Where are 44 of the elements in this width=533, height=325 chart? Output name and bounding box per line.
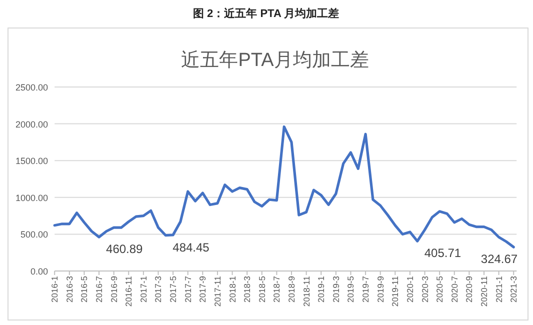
x-tick-label: 2019-3 (330, 276, 341, 302)
data-label: 405.71 (424, 246, 462, 260)
x-tick-label: 2016-9 (108, 276, 119, 302)
x-tick-label: 2017-5 (168, 276, 178, 302)
x-tick-label: 2019-1 (316, 276, 326, 302)
caption: 图 2：近五年 PTA 月均加工差 (192, 7, 340, 20)
y-tick-label: 1000.00 (15, 192, 48, 203)
data-label: 484.45 (172, 240, 210, 254)
y-tick-label: 1500.00 (15, 156, 48, 166)
x-tick-label: 2016-1 (50, 276, 60, 302)
x-tick-label: 2017-1 (138, 276, 148, 302)
x-tick-label: 2020-11 (478, 276, 489, 307)
x-tick-label: 2018-3 (242, 276, 252, 302)
x-tick-label: 2017-7 (182, 276, 193, 302)
x-tick-label: 2020-9 (464, 276, 474, 302)
data-label: 324.67 (480, 252, 518, 266)
y-tick-label: 2000.00 (15, 119, 48, 130)
x-tick-label: 2020-7 (449, 276, 460, 302)
x-tick-label: 2018-7 (272, 276, 282, 302)
x-tick-label: 2017-3 (153, 276, 164, 302)
chart-title: 近五年PTA月均加工差 (181, 50, 369, 71)
x-tick-label: 2017-11 (212, 276, 222, 307)
x-tick-label: 2016-7 (94, 276, 104, 302)
x-tick-label: 2018-9 (286, 276, 297, 302)
y-tick-label: 500.00 (20, 230, 48, 240)
x-tick-label: 2020-1 (404, 276, 415, 302)
x-tick-label: 2019-11 (390, 276, 400, 307)
x-tick-label: 2017-9 (198, 276, 208, 302)
x-tick-label: 2019-9 (375, 276, 386, 302)
x-tick-label: 2018-1 (227, 276, 238, 302)
x-tick-label: 2020-5 (434, 276, 445, 302)
x-tick-label: 2020-3 (420, 276, 430, 302)
x-tick-label: 2019-7 (360, 276, 371, 302)
x-tick-label: 2019-5 (346, 276, 356, 302)
data-label: 460.89 (106, 242, 144, 256)
x-tick-label: 2021-1 (494, 276, 504, 302)
x-tick-label: 2016-5 (79, 276, 90, 302)
x-tick-label: 2021-3 (508, 276, 519, 302)
y-tick-label: 2500.00 (15, 82, 48, 92)
x-tick-label: 2018-5 (256, 276, 267, 302)
y-tick-label: 0.00 (30, 266, 48, 276)
x-tick-label: 2016-11 (124, 276, 134, 307)
x-tick-label: 2016-3 (64, 276, 74, 302)
x-tick-label: 2018-11 (301, 276, 312, 307)
